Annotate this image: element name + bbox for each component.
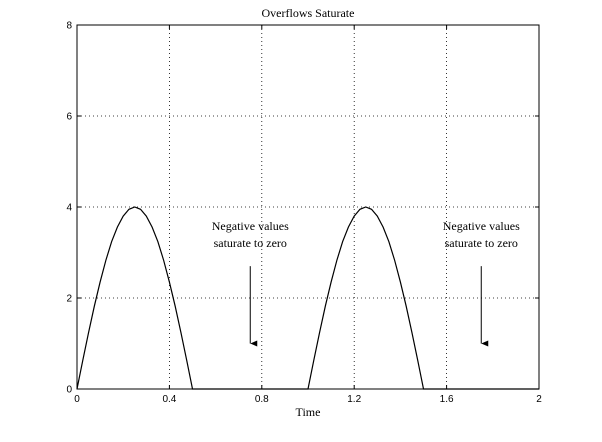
- y-tick-label: 8: [66, 21, 72, 32]
- annotation-text: Negative values: [212, 219, 289, 233]
- chart-title: Overflows Saturate: [262, 6, 355, 20]
- annotation-text: Negative values: [443, 219, 520, 233]
- x-tick-label: 0.8: [255, 394, 269, 405]
- x-tick-label: 1.2: [347, 394, 361, 405]
- y-tick-label: 4: [66, 203, 72, 214]
- axis-ticks: 0 0.4 0.8 1.2 1.6 2 0 2 4 6 8: [66, 21, 542, 406]
- annotations: Negative values saturate to zero Negative …: [212, 219, 520, 347]
- y-tick-label: 6: [66, 112, 72, 123]
- grid: [77, 25, 539, 389]
- annotation-text: saturate to zero: [214, 236, 287, 250]
- x-tick-label: 0: [74, 394, 80, 405]
- annotation-text: saturate to zero: [445, 236, 518, 250]
- x-axis-label: Time: [296, 405, 321, 419]
- x-tick-label: 2: [536, 394, 542, 405]
- y-tick-label: 2: [66, 294, 72, 305]
- x-tick-label: 1.6: [440, 394, 454, 405]
- series: [76, 206, 539, 390]
- series-line: [76, 206, 539, 390]
- y-tick-label: 0: [66, 385, 72, 396]
- x-tick-label: 0.4: [162, 394, 176, 405]
